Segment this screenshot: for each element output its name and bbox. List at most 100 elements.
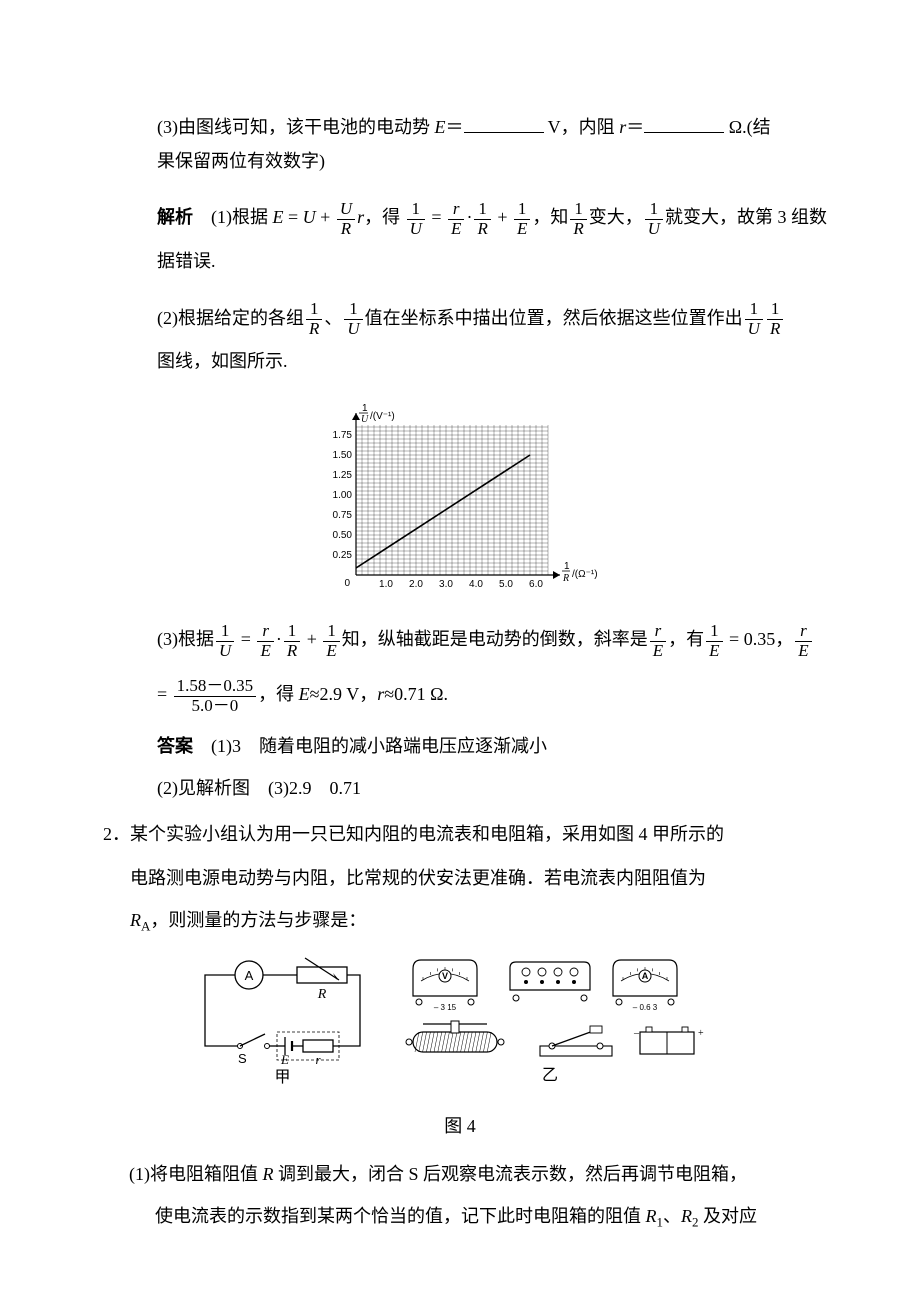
text: 就变大，故第 3 组数 [665,207,827,227]
svg-text:R: R [317,987,327,1002]
den: E [514,220,530,239]
fraction: 1R [767,300,783,338]
text: = [284,207,303,227]
text: (1)3 随着电阻的减小路端电压应逐渐减小 [211,736,547,756]
svg-text:0.75: 0.75 [333,510,353,521]
text: 值在坐标系中描出位置，然后依据这些位置作出 [365,308,743,328]
var: E [273,207,284,227]
question-2-l2: 电路测电源电动势与内阻，比常规的伏安法更准确．若电流表内阻阻值为 [75,861,845,895]
text: 、 [663,1206,681,1226]
svg-text:5.0: 5.0 [499,579,513,590]
num: U [337,200,355,220]
fraction: 1R [284,622,300,660]
svg-text:2.0: 2.0 [409,579,423,590]
den: R [767,320,783,339]
text: 据错误. [157,251,216,271]
figure-4-caption: 图 4 [75,1109,845,1143]
fraction: 1E [706,622,722,660]
svg-text:甲: 甲 [274,1069,290,1086]
num: 1.58－0.35 [174,677,257,697]
svg-text:U: U [361,414,369,425]
svg-text:0: 0 [344,578,350,589]
fraction: UR [337,200,355,238]
svg-text:+: + [698,1028,704,1039]
answer-line1: 答案 (1)3 随着电阻的减小路端电压应逐渐减小 [75,729,845,763]
den: U [216,642,234,661]
question-2-l3: RA，则测量的方法与步骤是： [75,903,845,939]
fraction: rE [795,622,811,660]
answer-line2: (2)见解析图 (3)2.9 0.71 [75,771,845,805]
var: R [263,1164,274,1184]
question-3-para: (3)由图线可知，该干电池的电动势 E＝ V，内阻 r＝ Ω.(结 果保留两位有… [75,110,845,178]
text: ≈0.71 Ω. [384,684,448,704]
caption-text: 图 4 [444,1116,476,1136]
sub: A [141,919,150,934]
figure-4: ARSEr甲V– 3 15A– 0.6 3–+乙 [75,950,845,1105]
den: E [706,642,722,661]
text: 变大， [589,207,643,227]
blank-resist [644,113,724,133]
num: 1 [745,300,763,320]
text: 及对应 [699,1206,758,1226]
analysis-2: (2)根据给定的各组1R、1U值在坐标系中描出位置，然后依据这些位置作出1U1R… [75,297,845,383]
den: R [306,320,322,339]
text: 使电流表的示数指到某两个恰当的值，记下此时电阻箱的阻值 [155,1206,646,1226]
text: (2)根据给定的各组 [157,308,304,328]
svg-text:1.25: 1.25 [333,470,353,481]
var: R [130,910,141,930]
svg-text:/(V⁻¹): /(V⁻¹) [370,411,395,422]
num: 1 [344,300,362,320]
num: 1 [216,622,234,642]
svg-text:0.25: 0.25 [333,550,353,561]
svg-text:4.0: 4.0 [469,579,483,590]
svg-text:R: R [562,573,569,584]
var: U [303,207,316,227]
text: 、 [324,308,342,328]
text: (3)由图线可知，该干电池的电动势 [157,117,435,137]
text: 果保留两位有效数字) [157,151,325,171]
svg-text:1.00: 1.00 [333,490,353,501]
fraction: 1.58－0.355.0－0 [174,677,257,715]
den: R [570,220,586,239]
text: · [466,207,472,227]
text: ，得 [364,207,405,227]
den: E [448,220,464,239]
num: r [650,622,666,642]
den: E [257,642,273,661]
svg-text:E: E [280,1052,289,1067]
svg-text:r: r [315,1052,321,1067]
svg-text:– 3 15: – 3 15 [434,1003,457,1012]
analysis-3b: = 1.58－0.355.0－0，得 E≈2.9 V，r≈0.71 Ω. [75,673,845,716]
den: E [795,642,811,661]
var: R [646,1206,657,1226]
text: = [157,684,172,704]
text: 调到最大，闭合 S 后观察电流表示数，然后再调节电阻箱， [274,1164,748,1184]
step-1-l1: (1)将电阻箱阻值 R 调到最大，闭合 S 后观察电流表示数，然后再调节电阻箱， [75,1157,845,1191]
circuit-diagram: ARSEr甲V– 3 15A– 0.6 3–+乙 [190,950,730,1105]
text: V，内阻 [544,117,620,137]
text: ＝ [626,117,644,137]
text: ，则测量的方法与步骤是： [150,910,366,930]
num: 1 [570,200,586,220]
fraction: 1E [514,200,530,238]
num: 1 [306,300,322,320]
svg-text:1.50: 1.50 [333,450,353,461]
analysis-1: 解析 (1)根据 E = U + URr，得 1U = rE·1R + 1E，知… [75,196,845,282]
text: (1)根据 [211,207,273,227]
den: R [474,220,490,239]
text: · [276,629,282,649]
text: (3)根据 [157,629,214,649]
text: ，有 [668,629,704,649]
svg-text:3.0: 3.0 [439,579,453,590]
num: r [257,622,273,642]
fraction: 1R [570,200,586,238]
text: = 0.35， [725,629,794,649]
num: 1 [407,200,425,220]
fraction: 1U [745,300,763,338]
num: 1 [706,622,722,642]
fraction: 1U [344,300,362,338]
fraction: rE [257,622,273,660]
text: 图线，如图所示. [157,351,288,371]
text: 知，纵轴截距是电动势的倒数，斜率是 [342,629,648,649]
fraction: rE [448,200,464,238]
